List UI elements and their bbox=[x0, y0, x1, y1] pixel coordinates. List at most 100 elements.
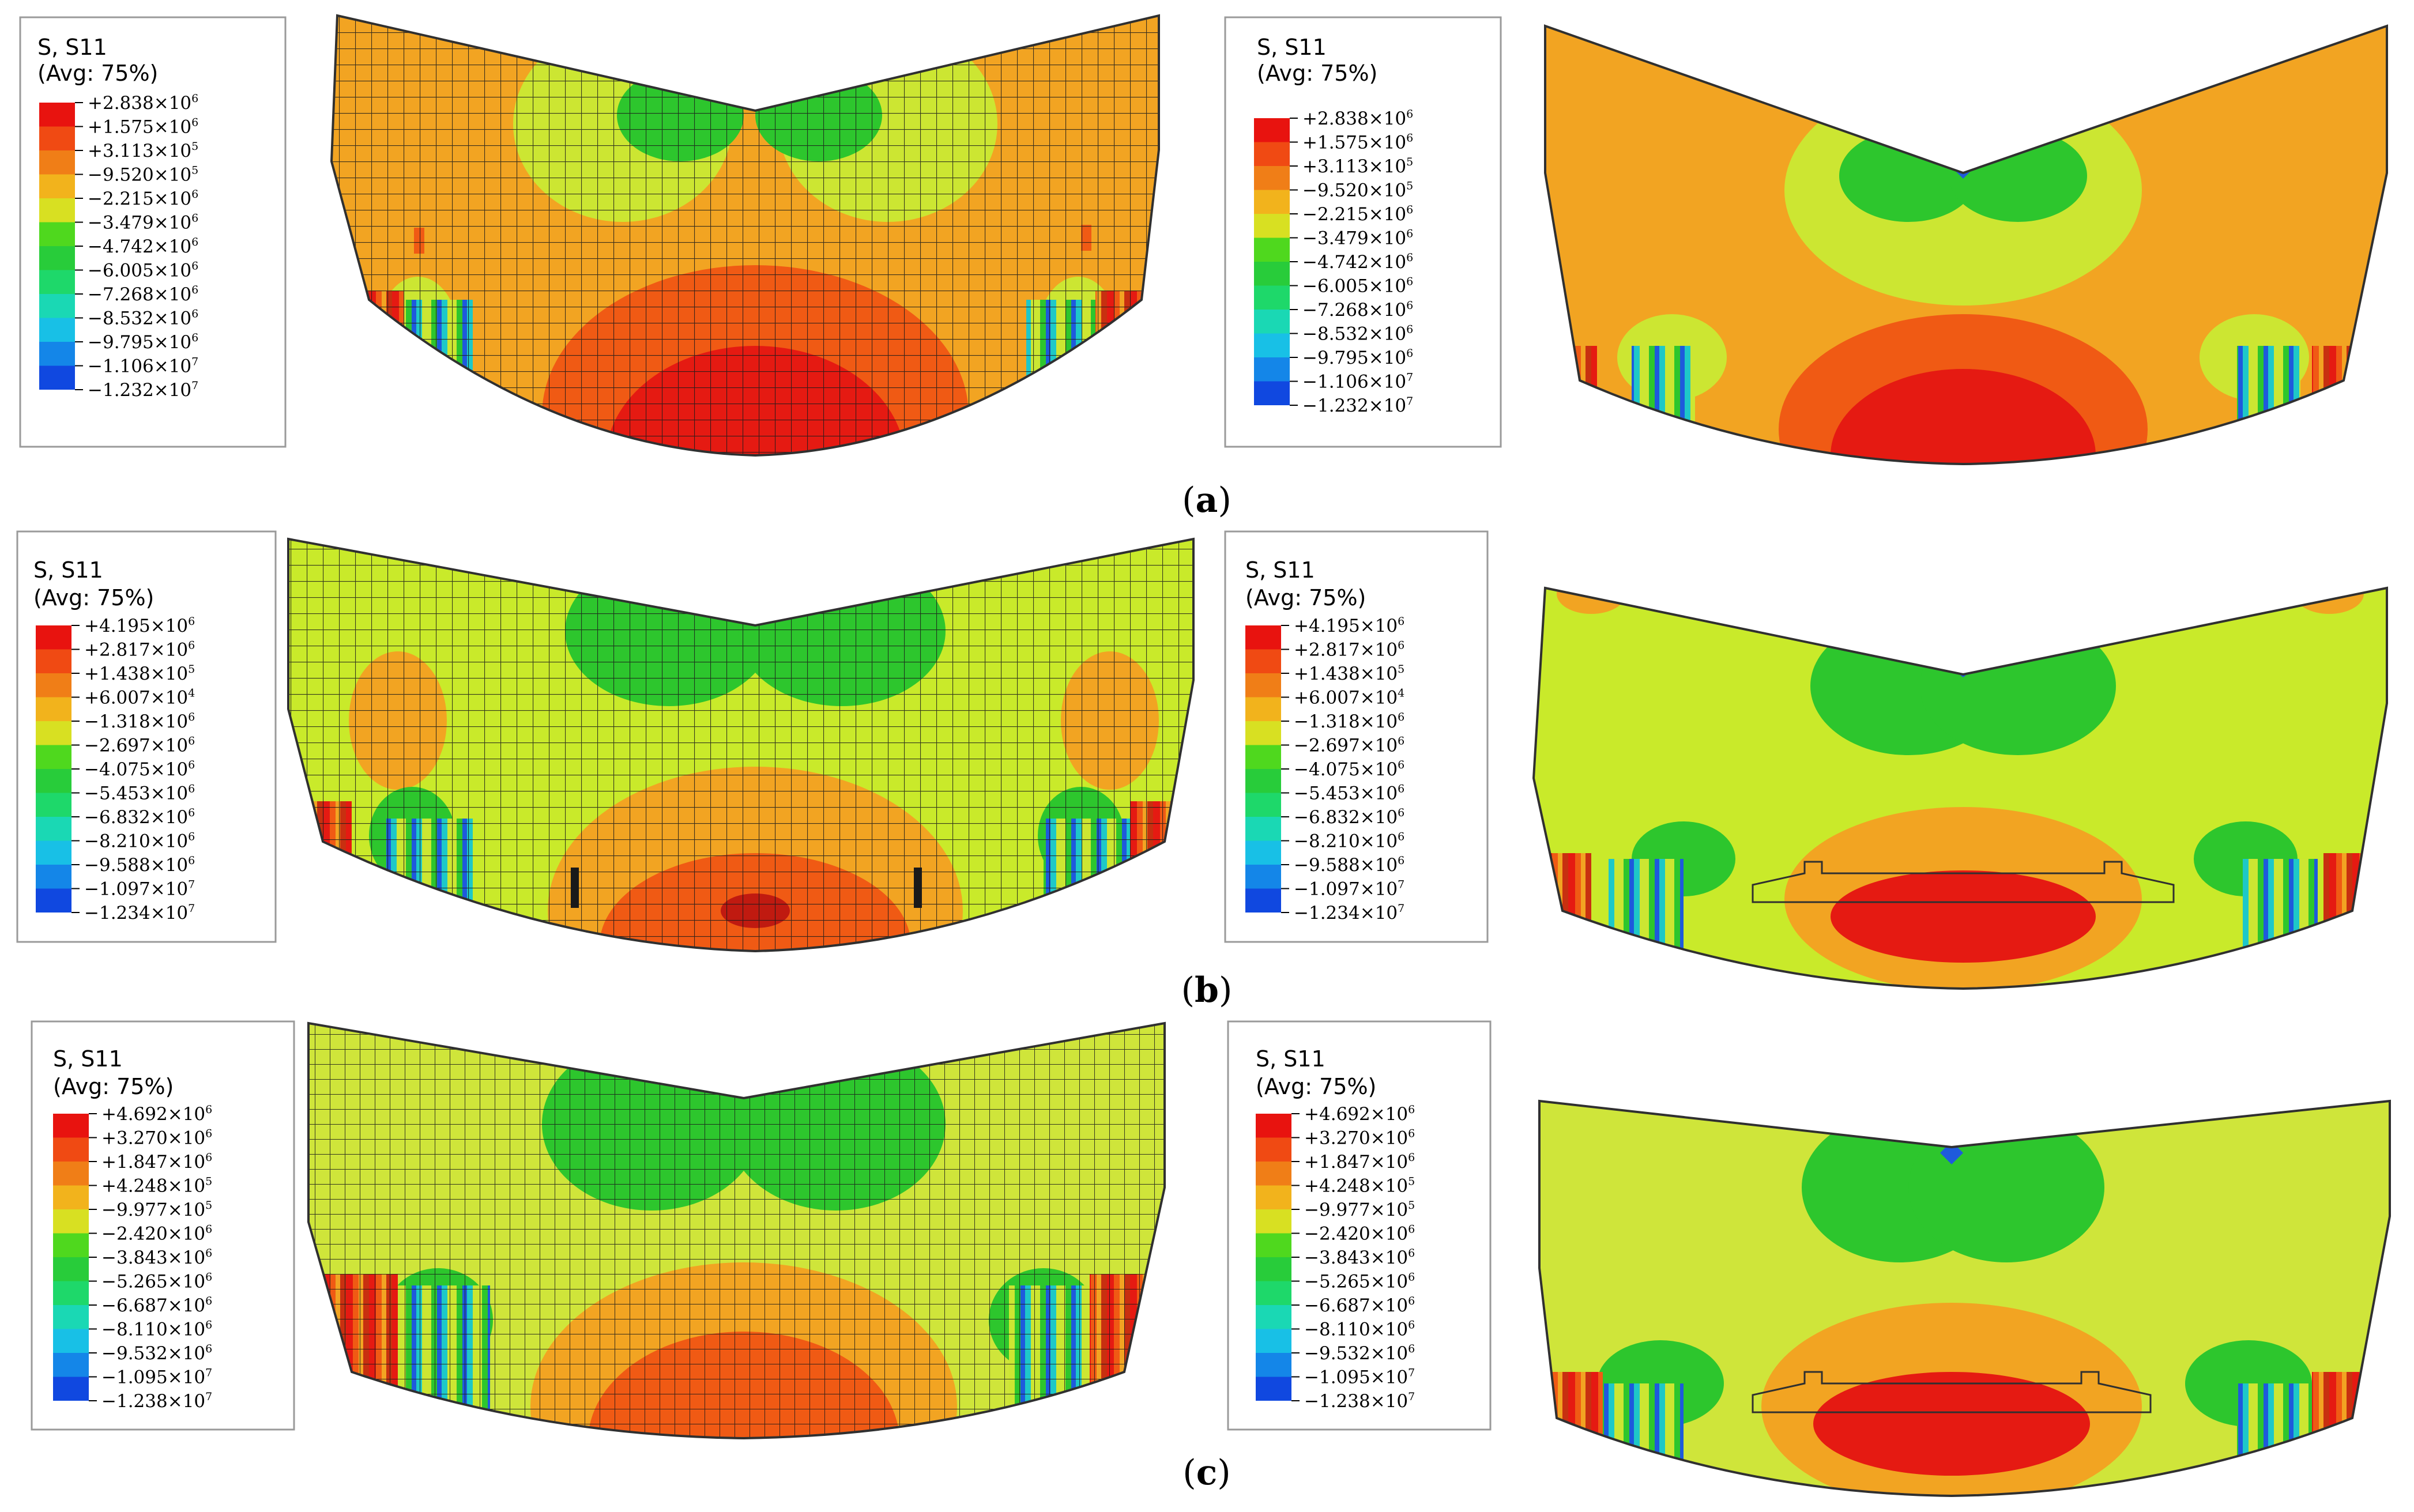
caption-c: (c) bbox=[1182, 1453, 1230, 1493]
beam-b-smooth bbox=[1534, 588, 2387, 989]
legend-value: +2.817×106 bbox=[1294, 639, 1404, 661]
legend-swatch bbox=[1256, 1233, 1291, 1257]
legend-swatch bbox=[53, 1233, 89, 1257]
legend-swatch bbox=[53, 1185, 89, 1209]
legend-title: S, S11 bbox=[1245, 557, 1315, 583]
legend-value: −2.215×106 bbox=[88, 188, 198, 209]
legend-value: −2.697×106 bbox=[84, 735, 195, 756]
beam-a-meshed bbox=[332, 16, 1159, 455]
legend-value: −1.095×107 bbox=[101, 1367, 212, 1388]
legend-swatch bbox=[1256, 1185, 1291, 1209]
legend-swatch bbox=[1256, 1257, 1291, 1281]
legend-swatch bbox=[1256, 1162, 1291, 1186]
legend-value: −9.532×106 bbox=[1304, 1343, 1415, 1364]
legend-swatch bbox=[36, 769, 71, 793]
legend-swatch bbox=[1245, 865, 1281, 889]
legend-value: +3.270×106 bbox=[101, 1128, 212, 1149]
legend-value: +1.575×106 bbox=[88, 116, 198, 138]
legend-title: S, S11 bbox=[37, 35, 107, 60]
legend-swatch bbox=[39, 222, 75, 246]
legend-swatch bbox=[36, 793, 71, 817]
legend-value: +4.692×106 bbox=[1304, 1103, 1415, 1125]
legend-swatch bbox=[1245, 769, 1281, 793]
legend-value: −2.215×106 bbox=[1302, 203, 1413, 225]
legend-value: −1.238×107 bbox=[101, 1390, 212, 1412]
legend-value: +3.270×106 bbox=[1304, 1128, 1415, 1149]
legend-value: −1.106×107 bbox=[1302, 371, 1413, 393]
legend-c-right: S, S11 (Avg: 75%) +4.692×106 +3.270×106+1… bbox=[1227, 1020, 1492, 1431]
legend-value: −1.097×107 bbox=[84, 878, 195, 900]
legend-swatch bbox=[53, 1281, 89, 1305]
legend-swatch bbox=[1254, 214, 1290, 238]
legend-value: +6.007×104 bbox=[1294, 687, 1404, 708]
legend-swatch bbox=[39, 126, 75, 150]
caption-b: (b) bbox=[1181, 970, 1233, 1010]
legend-swatch bbox=[1256, 1329, 1291, 1353]
legend-swatch bbox=[53, 1162, 89, 1186]
legend-swatch bbox=[39, 365, 75, 390]
legend-value: −9.977×105 bbox=[101, 1199, 212, 1220]
legend-value: +4.195×106 bbox=[1294, 615, 1404, 636]
legend-b-left: S, S11 (Avg: 75%) +4.195×106 +2.817×106+1… bbox=[16, 530, 277, 943]
legend-subtitle: (Avg: 75%) bbox=[53, 1074, 174, 1099]
legend-swatch bbox=[53, 1137, 89, 1162]
caption-a: (a) bbox=[1182, 480, 1232, 521]
legend-swatch bbox=[39, 174, 75, 198]
legend-swatch bbox=[39, 342, 75, 366]
legend-swatch bbox=[1245, 745, 1281, 769]
legend-swatch bbox=[1254, 166, 1290, 190]
legend-swatch bbox=[36, 673, 71, 697]
legend-swatch bbox=[36, 865, 71, 889]
beam-b-meshed bbox=[288, 539, 1193, 951]
row-b: S, S11 (Avg: 75%) +4.195×106+2.817×106+1… bbox=[16, 530, 2388, 1010]
legend-subtitle: (Avg: 75%) bbox=[1245, 585, 1366, 610]
legend-swatch bbox=[36, 697, 71, 721]
legend-value: −7.268×106 bbox=[88, 284, 198, 305]
legend-swatch bbox=[1256, 1209, 1291, 1234]
legend-value: −8.210×106 bbox=[1294, 831, 1404, 852]
legend-a-left: S, S11 (Avg: 75%) +2.838×106+1.575×106+3… bbox=[19, 16, 287, 448]
legend-swatch bbox=[1254, 190, 1290, 214]
legend-swatch bbox=[39, 318, 75, 342]
legend-swatch bbox=[39, 294, 75, 318]
legend-value: −5.453×106 bbox=[84, 783, 195, 804]
legend-swatch bbox=[39, 246, 75, 270]
legend-value: −5.453×106 bbox=[1294, 783, 1404, 804]
legend-swatch bbox=[1245, 625, 1281, 650]
legend-value: −2.420×106 bbox=[101, 1223, 212, 1245]
legend-swatch bbox=[1254, 310, 1290, 334]
legend-swatch bbox=[53, 1114, 89, 1138]
legend-value: −9.588×106 bbox=[1294, 854, 1404, 876]
legend-value: −8.532×106 bbox=[1302, 323, 1413, 345]
legend-swatch bbox=[53, 1257, 89, 1281]
legend-value: −6.832×106 bbox=[84, 806, 195, 828]
legend-value: −5.265×106 bbox=[1304, 1271, 1415, 1292]
legend-swatch bbox=[1254, 333, 1290, 357]
legend-swatch bbox=[53, 1377, 89, 1401]
legend-swatch bbox=[36, 721, 71, 745]
legend-swatch bbox=[1256, 1137, 1291, 1162]
legend-swatch bbox=[1245, 888, 1281, 913]
legend-value: −9.520×105 bbox=[1302, 180, 1413, 201]
legend-title: S, S11 bbox=[33, 557, 103, 583]
legend-b-right: S, S11 (Avg: 75%) +4.195×106 +2.817×106+1… bbox=[1224, 530, 1489, 943]
legend-value: −9.795×106 bbox=[88, 331, 198, 353]
legend-value: +3.113×105 bbox=[1302, 156, 1413, 177]
legend-value: −5.265×106 bbox=[101, 1271, 212, 1292]
legend-value: −6.687×106 bbox=[1304, 1295, 1415, 1316]
legend-value: −6.832×106 bbox=[1294, 806, 1404, 828]
legend-value: +4.692×106 bbox=[101, 1103, 212, 1125]
legend-swatch bbox=[1254, 118, 1290, 142]
legend-value: −6.005×106 bbox=[1302, 276, 1413, 297]
legend-swatch bbox=[1245, 793, 1281, 817]
legend-value: −3.843×106 bbox=[1304, 1247, 1415, 1268]
legend-value: −3.479×106 bbox=[88, 212, 198, 233]
legend-swatch bbox=[1254, 262, 1290, 286]
legend-swatch bbox=[36, 888, 71, 913]
legend-swatch bbox=[1256, 1353, 1291, 1377]
legend-value: −1.318×106 bbox=[84, 711, 195, 732]
legend-swatch bbox=[1254, 357, 1290, 382]
legend-swatch bbox=[1256, 1114, 1291, 1138]
legend-value: −8.110×106 bbox=[101, 1319, 212, 1340]
